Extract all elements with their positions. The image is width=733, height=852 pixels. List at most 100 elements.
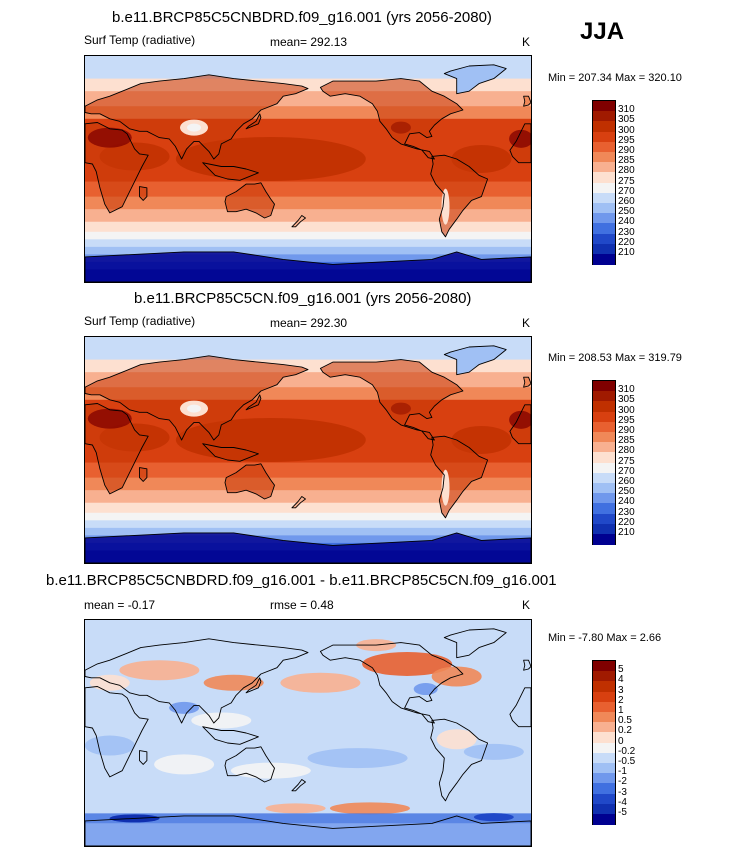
colorbar-tick-label: -4 [618, 796, 627, 808]
colorbar-tick-label: 285 [618, 155, 635, 167]
colorbar-segment [593, 421, 615, 433]
colorbar-tick-label: 1 [618, 705, 624, 716]
colorbar-segment [593, 101, 615, 112]
colorbar-tick-label: 300 [618, 404, 635, 416]
colorbar-segment [593, 712, 615, 723]
panel-1-units: K [522, 35, 531, 49]
panel-2-units: K [522, 316, 531, 330]
panel-1-minmax: Min = 207.34 Max = 320.10 [548, 72, 682, 84]
colorbar-segment [593, 254, 615, 265]
colorbar-tick-label: 250 [618, 486, 635, 498]
colorbar-segment [593, 722, 615, 733]
colorbar-tick-label: -0.2 [618, 745, 636, 757]
colorbar-segment [593, 233, 615, 245]
colorbar-tick-label: 310 [618, 384, 635, 396]
colorbar-segment [593, 203, 615, 214]
colorbar-segment [593, 763, 615, 774]
colorbar-segment [593, 681, 615, 693]
colorbar-segment [593, 432, 615, 443]
colorbar-box [592, 380, 616, 546]
panel-3-map [84, 619, 532, 847]
colorbar-tick-label: 295 [618, 134, 635, 146]
colorbar-tick-label: 250 [618, 206, 635, 218]
colorbar-box [592, 660, 616, 826]
panel-3-units: K [522, 598, 531, 612]
colorbar-segment [593, 752, 615, 764]
colorbar-box [592, 100, 616, 266]
colorbar-segment [593, 381, 615, 392]
panel-3-rmse: rmse = 0.48 [270, 598, 334, 612]
panel-1-variable: Surf Temp (radiative) [84, 33, 196, 47]
colorbar-segment [593, 462, 615, 474]
colorbar-tick-label: 285 [618, 435, 635, 447]
colorbar-tick-label: 0.2 [618, 725, 632, 737]
colorbar-segment [593, 773, 615, 784]
colorbar-tick-label: 240 [618, 496, 635, 508]
colorbar-segment [593, 503, 615, 515]
colorbar-tick-label: 240 [618, 216, 635, 228]
colorbar-segment [593, 483, 615, 494]
colorbar-segment [593, 182, 615, 194]
colorbar-segment [593, 803, 615, 815]
panel-2-mean: mean= 292.30 [270, 316, 348, 330]
season-label: JJA [580, 18, 625, 45]
colorbar-segment [593, 152, 615, 163]
colorbar-tick-label: 275 [618, 175, 635, 187]
colorbar-tick-label: 270 [618, 465, 635, 477]
colorbar-tick-label: 220 [618, 236, 635, 248]
colorbar-tick-label: 305 [618, 394, 635, 406]
colorbar-segment [593, 401, 615, 413]
colorbar-tick-label: 280 [618, 445, 635, 457]
colorbar-segment [593, 783, 615, 795]
colorbar-tick-label: 275 [618, 455, 635, 467]
colorbar-segment [593, 691, 615, 703]
colorbar-segment [593, 523, 615, 535]
colorbar-tick-label: 260 [618, 196, 635, 207]
colorbar-tick-label: 2 [618, 694, 624, 706]
colorbar-tick-label: 3 [618, 684, 624, 696]
colorbar-tick-label: 0.5 [618, 715, 632, 727]
colorbar-segment [593, 701, 615, 713]
colorbar-segment [593, 732, 615, 744]
colorbar-segment [593, 192, 615, 204]
colorbar-segment [593, 411, 615, 423]
colorbar-tick-label: 300 [618, 124, 635, 136]
panel-2-variable: Surf Temp (radiative) [84, 314, 196, 328]
colorbar-tick-label: 230 [618, 506, 635, 518]
colorbar-segment [593, 172, 615, 184]
colorbar-tick-label: 310 [618, 104, 635, 116]
panel-2-minmax: Min = 208.53 Max = 319.79 [548, 352, 682, 364]
colorbar-tick-label: 0 [618, 735, 624, 747]
colorbar-tick-label: 280 [618, 165, 635, 177]
colorbar-segment [593, 814, 615, 825]
colorbar-segment [593, 442, 615, 453]
colorbar-tick-label: 270 [618, 185, 635, 197]
colorbar-tick-label: 210 [618, 527, 635, 538]
colorbar-tick-label: -3 [618, 786, 627, 798]
colorbar-tick-label: 295 [618, 414, 635, 426]
colorbar-tick-label: 4 [618, 674, 624, 686]
panel-3-mean: mean = -0.17 [84, 598, 156, 612]
panel-3-title: b.e11.BRCP85C5CNBDRD.f09_g16.001 - b.e11… [46, 572, 557, 589]
panel-3-minmax: Min = -7.80 Max = 2.66 [548, 632, 662, 644]
colorbar-segment [593, 223, 615, 235]
colorbar-segment [593, 243, 615, 255]
colorbar-segment [593, 493, 615, 504]
colorbar-tick-label: -1 [618, 766, 627, 778]
colorbar-tick-label: 5 [618, 664, 624, 676]
colorbar-tick-label: 230 [618, 226, 635, 238]
panel-1-map [84, 55, 532, 283]
panel-1-mean: mean= 292.13 [270, 35, 348, 49]
colorbar-segment [593, 472, 615, 484]
panel-1-title: b.e11.BRCP85C5CNBDRD.f09_g16.001 (yrs 20… [112, 9, 492, 26]
colorbar-tick-label: 290 [618, 425, 635, 436]
colorbar-segment [593, 213, 615, 224]
colorbar-tick-label: 260 [618, 476, 635, 487]
colorbar-tick-label: -5 [618, 807, 627, 818]
colorbar-tick-label: -2 [618, 776, 627, 788]
colorbar-segment [593, 111, 615, 122]
colorbar-segment [593, 162, 615, 173]
colorbar-segment [593, 513, 615, 525]
colorbar-tick-label: 210 [618, 247, 635, 258]
colorbar-segment [593, 534, 615, 545]
